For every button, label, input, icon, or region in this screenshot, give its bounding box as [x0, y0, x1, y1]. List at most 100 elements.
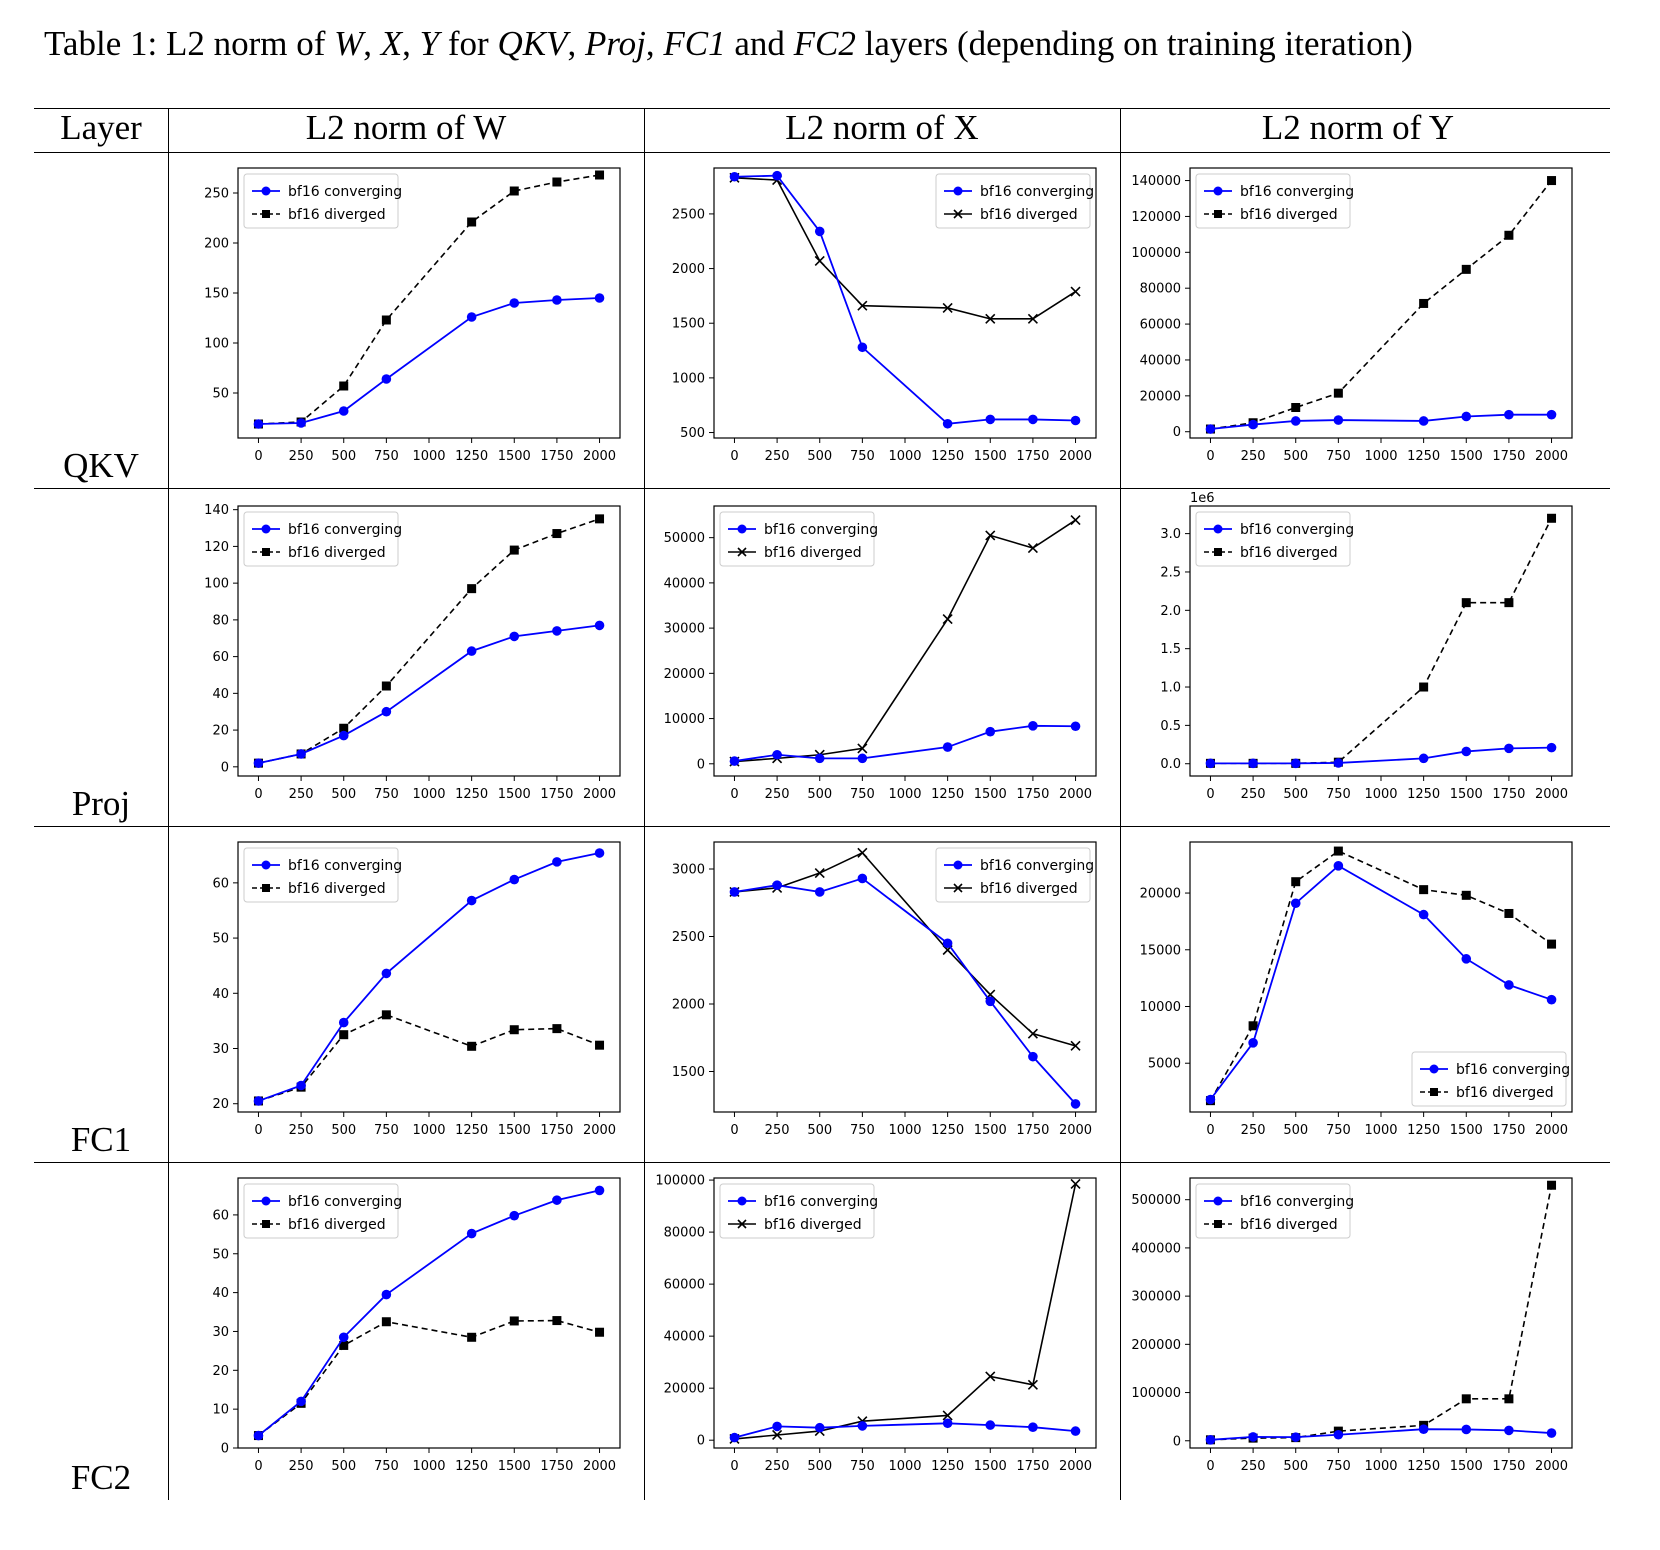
- point-diverged: [1070, 286, 1081, 297]
- point-converging: [1028, 1051, 1038, 1062]
- point-diverged: [1547, 176, 1557, 186]
- y-tick-label: 2000: [672, 262, 705, 277]
- legend: bf16 converging bf16 diverged: [1195, 511, 1354, 567]
- y-exponent-label: 1e6: [1190, 491, 1215, 506]
- x-tick-label: 2000: [1059, 449, 1092, 464]
- legend-box: [935, 847, 1091, 903]
- point-converging: [1070, 415, 1081, 426]
- point-converging: [466, 312, 477, 322]
- y-tick-label: 0: [697, 1434, 705, 1449]
- point-converging: [1504, 743, 1514, 754]
- x-tick-label: 1000: [888, 1459, 921, 1474]
- point-diverged: [1419, 682, 1429, 692]
- legend-marker-diverged: [1214, 1220, 1222, 1228]
- series-line-converging: [734, 1422, 1076, 1439]
- x-tick-label: 1500: [498, 1459, 531, 1474]
- x-tick-label: 2000: [1535, 1459, 1568, 1474]
- row-rule-3: [34, 1162, 1610, 1163]
- x-tick-label: 1250: [1407, 1123, 1440, 1138]
- series-line-converging: [734, 877, 1077, 1105]
- x-tick-label: 500: [807, 787, 832, 802]
- legend-marker-diverged: [1214, 548, 1222, 556]
- plot-fc1-y: 0 250 500 750 1000 1250 1500 1750 2000 5000 10000 1…: [1140, 841, 1573, 1138]
- point-diverged: [1070, 1040, 1081, 1051]
- y-tick-label: 40000: [664, 576, 705, 591]
- point-converging: [857, 753, 868, 764]
- point-converging: [296, 1396, 306, 1407]
- point-diverged: [467, 584, 477, 594]
- x-tick-label: 1000: [1364, 1459, 1397, 1474]
- point-converging: [253, 1096, 264, 1106]
- point-diverged: [509, 1316, 519, 1326]
- y-tick-label: 10000: [664, 712, 705, 727]
- y-tick-label: 1500: [672, 317, 705, 332]
- point-diverged: [381, 681, 391, 691]
- point-converging: [985, 414, 996, 425]
- x-tick-label: 0: [254, 449, 262, 464]
- legend: bf16 converging bf16 diverged: [719, 1183, 878, 1239]
- point-converging: [466, 1228, 477, 1239]
- point-converging: [1418, 416, 1429, 426]
- x-tick-label: 2000: [1059, 1459, 1092, 1474]
- point-converging: [1461, 1424, 1472, 1435]
- point-converging: [814, 1422, 825, 1433]
- x-tick-label: 2000: [583, 1123, 616, 1138]
- y-tick-label: 50: [212, 387, 229, 402]
- x-tick-label: 250: [289, 1459, 314, 1474]
- x-tick-label: 1000: [412, 787, 445, 802]
- point-converging: [1461, 746, 1472, 757]
- x-tick-label: 1000: [888, 1123, 921, 1138]
- point-diverged: [381, 315, 391, 325]
- x-tick-label: 500: [1283, 1459, 1308, 1474]
- point-diverged: [1419, 885, 1429, 895]
- x-tick-label: 500: [331, 449, 356, 464]
- point-converging: [1205, 1435, 1216, 1445]
- legend-box: [1195, 173, 1351, 229]
- y-tick-label: 140: [204, 503, 229, 518]
- y-tick-label: 150: [204, 287, 229, 302]
- legend-label-converging: bf16 converging: [288, 184, 402, 200]
- x-tick-label: 250: [289, 787, 314, 802]
- series-line-converging: [734, 724, 1076, 762]
- y-tick-label: 20: [212, 1097, 229, 1112]
- point-converging: [1461, 411, 1472, 422]
- series-line-diverged: [258, 518, 600, 764]
- x-tick-label: 1500: [1450, 1123, 1483, 1138]
- y-tick-label: 20: [212, 1364, 229, 1379]
- x-tick-label: 2000: [583, 449, 616, 464]
- y-tick-label: 100: [204, 577, 229, 592]
- point-diverged: [1461, 598, 1471, 608]
- legend-box: [719, 511, 875, 567]
- row-label-fc2: FC2: [70, 1458, 132, 1497]
- y-tick-label: 10: [212, 1403, 229, 1418]
- series-line-converging: [258, 852, 600, 1102]
- legend: bf16 converging bf16 diverged: [935, 173, 1094, 229]
- legend-marker-converging: [261, 1196, 271, 1206]
- point-converging: [857, 1421, 868, 1431]
- x-tick-label: 1250: [931, 787, 964, 802]
- x-tick-label: 500: [1283, 1123, 1308, 1138]
- point-converging: [1290, 1432, 1301, 1442]
- series-line-diverged: [734, 1183, 1077, 1440]
- point-converging: [1546, 1428, 1557, 1438]
- x-tick-label: 500: [1283, 449, 1308, 464]
- point-converging: [296, 1080, 306, 1091]
- y-tick-label: 140000: [1131, 174, 1181, 189]
- point-diverged: [467, 217, 477, 227]
- plot-fc2-w: 0 250 500 750 1000 1250 1500 1750 2000 0 10 20 30 40 5…: [212, 1177, 621, 1474]
- table-caption: Table 1: L2 norm of W, X, Y for QKV, Pro…: [44, 24, 1413, 63]
- y-tick-label: 0: [221, 760, 229, 775]
- y-tick-label: 1.5: [1160, 642, 1181, 657]
- series-line-diverged: [1210, 1185, 1553, 1441]
- series-line-diverged: [734, 177, 1076, 320]
- legend-marker-converging: [737, 524, 747, 534]
- y-tick-label: 250: [204, 187, 229, 202]
- point-diverged: [381, 1010, 391, 1020]
- point-diverged: [1248, 1021, 1258, 1031]
- series-line-diverged: [258, 1013, 600, 1102]
- point-diverged: [339, 723, 349, 733]
- legend: bf16 converging bf16 diverged: [1195, 1183, 1354, 1239]
- point-converging: [1028, 720, 1038, 731]
- y-tick-label: 60000: [664, 1278, 705, 1293]
- plot-proj-y: 0 250 500 750 1000 1250 1500 1750 2000 0.0 0.5 1.0 1…: [1160, 491, 1573, 802]
